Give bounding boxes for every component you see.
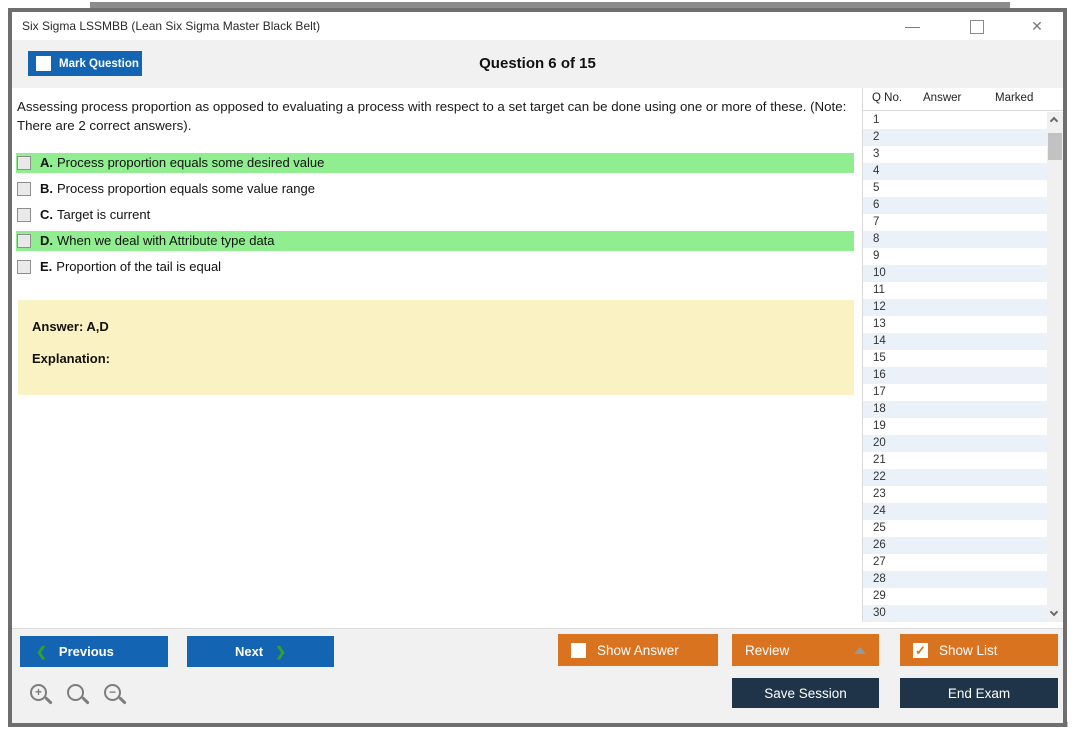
next-label: Next xyxy=(234,644,264,659)
question-list-row[interactable]: 7 xyxy=(863,214,1047,231)
question-list-row[interactable]: 1 xyxy=(863,112,1047,129)
chevron-right-icon: ❯ xyxy=(275,643,287,659)
answer-option-b[interactable]: B. Process proportion equals some value r… xyxy=(16,179,854,199)
column-header-qno: Q No. xyxy=(872,92,903,104)
option-label: E. Proportion of the tail is equal xyxy=(40,259,222,275)
question-list-row[interactable]: 25 xyxy=(863,520,1047,537)
question-list-row[interactable]: 8 xyxy=(863,231,1047,248)
triangle-up-icon xyxy=(854,646,866,654)
answer-text: Answer: A,D xyxy=(32,319,109,334)
mark-question-label: Mark Question xyxy=(59,57,139,70)
show-answer-button[interactable]: Show Answer xyxy=(558,634,718,666)
options-list: A. Process proportion equals some desired… xyxy=(16,152,862,277)
question-list-row[interactable]: 9 xyxy=(863,248,1047,265)
background-window-edge xyxy=(90,2,1010,8)
question-list-row[interactable]: 26 xyxy=(863,537,1047,554)
option-checkbox[interactable] xyxy=(17,207,31,222)
question-list-row[interactable]: 20 xyxy=(863,435,1047,452)
question-list-row[interactable]: 11 xyxy=(863,282,1047,299)
scrollbar-thumb[interactable] xyxy=(1048,133,1062,160)
scroll-up-icon[interactable] xyxy=(1047,112,1063,128)
question-list-row[interactable]: 12 xyxy=(863,299,1047,316)
question-list-row[interactable]: 30 xyxy=(863,605,1047,622)
answer-option-e[interactable]: E. Proportion of the tail is equal xyxy=(16,257,854,277)
next-button[interactable]: Next ❯ xyxy=(187,636,334,667)
previous-button[interactable]: ❮ Previous xyxy=(20,636,168,667)
question-list-row[interactable]: 24 xyxy=(863,503,1047,520)
option-label: B. Process proportion equals some value r… xyxy=(40,181,315,197)
question-text: Assessing process proportion as opposed … xyxy=(17,99,847,133)
question-list-scrollbar[interactable] xyxy=(1047,112,1063,622)
end-exam-button[interactable]: End Exam xyxy=(900,678,1058,708)
previous-label: Previous xyxy=(58,644,114,659)
question-list-row[interactable]: 15 xyxy=(863,350,1047,367)
question-list-row[interactable]: 23 xyxy=(863,486,1047,503)
question-list-rows: 1 2 3 4 5 6 7 8 9 10 11 12 13 14 15 16 17 18 19 20 21 22 23 24 2… xyxy=(863,112,1047,622)
window-title: Six Sigma LSSMBB (Lean Six Sigma Master … xyxy=(22,19,321,33)
question-list-row[interactable]: 4 xyxy=(863,163,1047,180)
footer-bar: ❮ Previous Next ❯ Show Answer Review Sho… xyxy=(12,628,1063,723)
show-list-label: Show List xyxy=(939,642,998,658)
app-window: Six Sigma LSSMBB (Lean Six Sigma Master … xyxy=(8,8,1067,727)
show-list-button[interactable]: Show List xyxy=(900,634,1058,666)
option-label: C. Target is current xyxy=(40,207,151,223)
question-list-header: Q No. Answer Marked xyxy=(863,88,1063,111)
option-checkbox[interactable] xyxy=(17,233,31,248)
question-header-bar: Mark Question Question 6 of 15 xyxy=(12,40,1063,88)
answer-option-d[interactable]: D. When we deal with Attribute type data xyxy=(16,230,854,251)
question-list-row[interactable]: 19 xyxy=(863,418,1047,435)
question-list-row[interactable]: 18 xyxy=(863,401,1047,418)
minimize-icon[interactable] xyxy=(903,12,923,40)
close-icon[interactable]: ✕ xyxy=(1031,18,1043,34)
mark-question-checkbox[interactable] xyxy=(36,56,51,71)
question-list-row[interactable]: 27 xyxy=(863,554,1047,571)
question-list-row[interactable]: 13 xyxy=(863,316,1047,333)
question-counter: Question 6 of 15 xyxy=(479,55,596,72)
answer-panel: Answer: A,D Explanation: xyxy=(18,300,854,395)
option-checkbox[interactable] xyxy=(17,155,31,170)
explanation-label: Explanation: xyxy=(32,351,111,366)
answer-option-a[interactable]: A. Process proportion equals some desired… xyxy=(16,152,854,173)
question-list-row[interactable]: 29 xyxy=(863,588,1047,605)
question-list-row[interactable]: 10 xyxy=(863,265,1047,282)
question-list-row[interactable]: 14 xyxy=(863,333,1047,350)
answer-option-c[interactable]: C. Target is current xyxy=(16,205,854,225)
question-list-row[interactable]: 5 xyxy=(863,180,1047,197)
zoom-toolbar: + − xyxy=(29,683,129,709)
option-label: A. Process proportion equals some desired… xyxy=(40,155,325,171)
column-header-answer: Answer xyxy=(923,92,962,104)
option-checkbox[interactable] xyxy=(17,181,31,196)
show-answer-checkbox[interactable] xyxy=(571,642,586,658)
zoom-out-icon[interactable]: − xyxy=(103,683,129,709)
question-list-row[interactable]: 16 xyxy=(863,367,1047,384)
end-exam-label: End Exam xyxy=(947,685,1011,701)
zoom-icon[interactable] xyxy=(66,683,92,709)
chevron-left-icon: ❮ xyxy=(36,643,47,659)
zoom-in-icon[interactable]: + xyxy=(29,683,55,709)
question-list-row[interactable]: 17 xyxy=(863,384,1047,401)
question-list-row[interactable]: 28 xyxy=(863,571,1047,588)
question-area: Assessing process proportion as opposed … xyxy=(16,88,862,628)
review-button[interactable]: Review xyxy=(732,634,879,666)
review-label: Review xyxy=(745,642,790,658)
question-list-row[interactable]: 6 xyxy=(863,197,1047,214)
question-list-row[interactable]: 3 xyxy=(863,146,1047,163)
save-session-button[interactable]: Save Session xyxy=(732,678,879,708)
question-list-row[interactable]: 22 xyxy=(863,469,1047,486)
show-list-checkbox[interactable] xyxy=(913,642,928,658)
option-checkbox[interactable] xyxy=(17,259,31,274)
show-answer-label: Show Answer xyxy=(597,642,679,658)
question-list-row[interactable]: 21 xyxy=(863,452,1047,469)
column-header-marked: Marked xyxy=(995,92,1034,104)
main-area: Assessing process proportion as opposed … xyxy=(12,88,1063,628)
option-label: D. When we deal with Attribute type data xyxy=(40,233,275,249)
title-bar: Six Sigma LSSMBB (Lean Six Sigma Master … xyxy=(12,12,1063,40)
question-list-row[interactable]: 2 xyxy=(863,129,1047,146)
scroll-down-icon[interactable] xyxy=(1047,606,1063,622)
save-session-label: Save Session xyxy=(764,685,847,701)
question-list-panel: Q No. Answer Marked 1 2 3 4 5 6 7 8 9 10 11 12 13 14 1… xyxy=(862,88,1063,622)
mark-question-button[interactable]: Mark Question xyxy=(28,51,142,76)
maximize-icon[interactable] xyxy=(967,12,987,40)
